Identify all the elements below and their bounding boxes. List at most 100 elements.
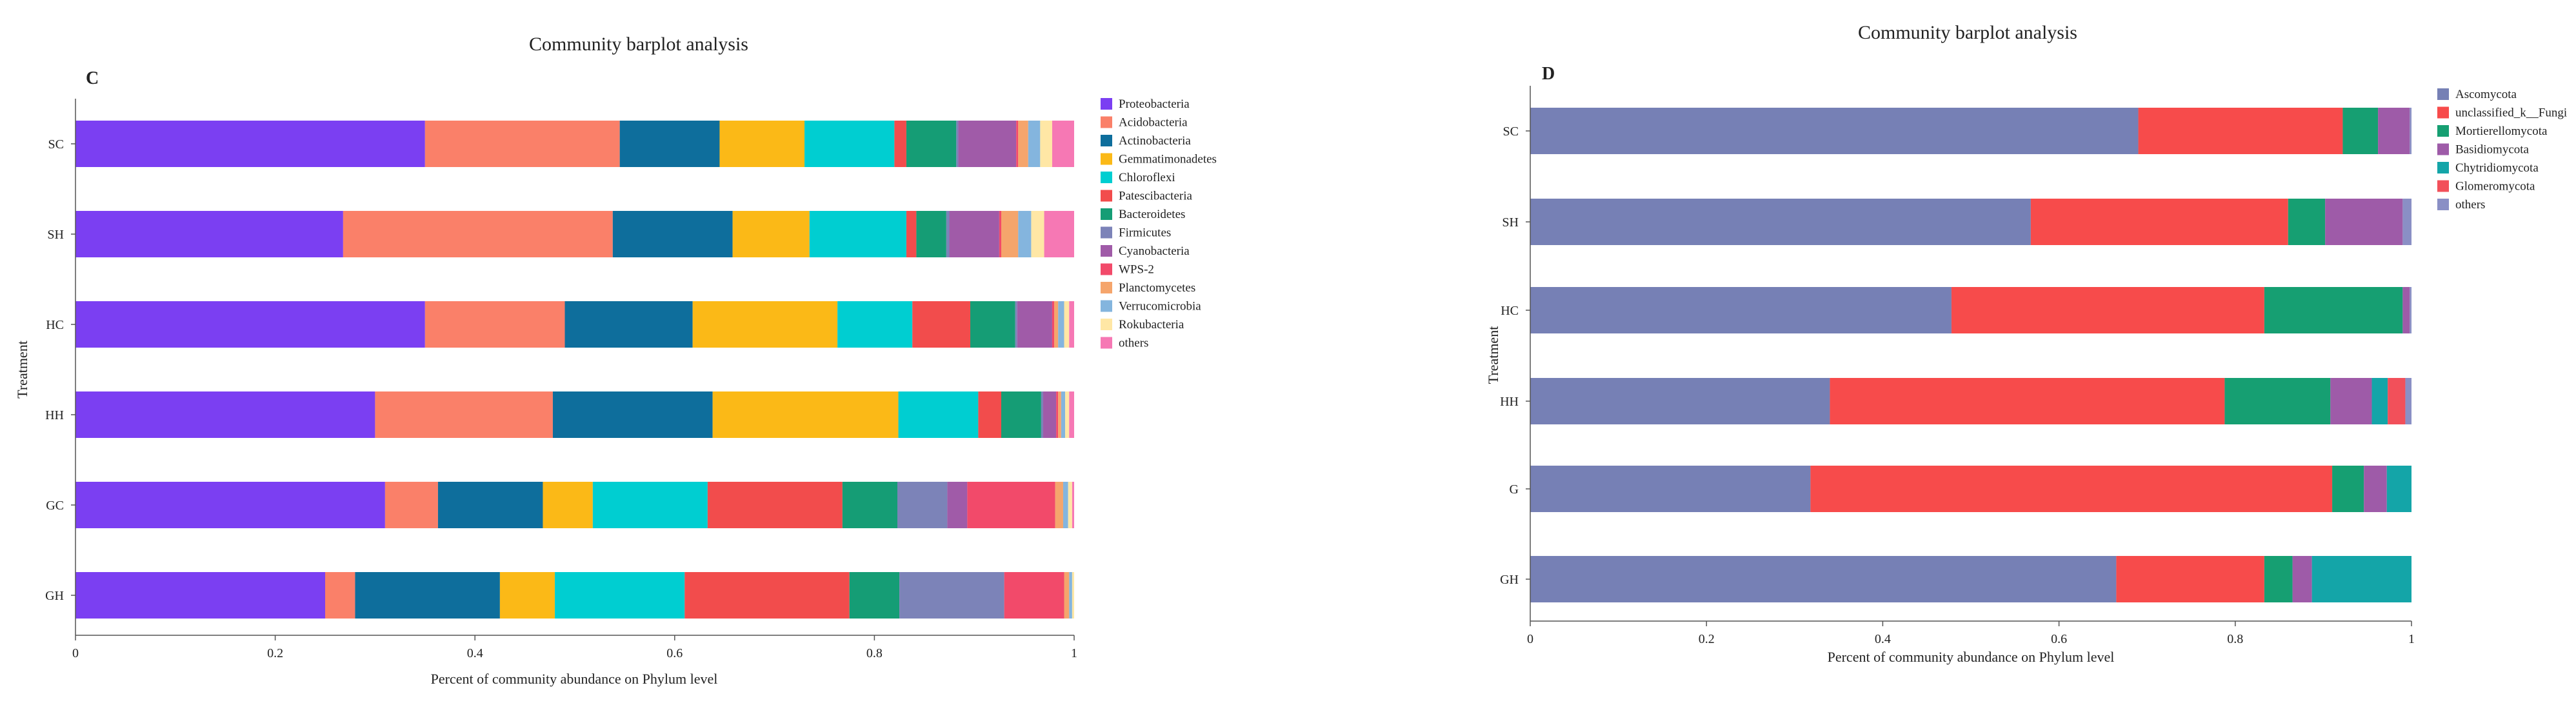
bar-row-hc (75, 301, 1074, 348)
x-tick-label: 0.6 (666, 646, 683, 660)
bar-segment-sh-bacteroidetes (916, 211, 946, 257)
bar-segment-hc-basidiomycota (2402, 287, 2410, 333)
bar-segment-sc-patescibacteria (894, 121, 906, 167)
bar-segment-hc-proteobacteria (75, 301, 425, 348)
x-axis-label: Percent of community abundance on Phylum… (1828, 649, 2115, 665)
legend-item-gemmatimonadetes: Gemmatimonadetes (1101, 153, 1217, 166)
bar-segment-sh-unclassified-k-fungi (2030, 199, 2288, 245)
bar-segment-hc-acidobacteria (424, 301, 565, 348)
bar-segment-gc-chloroflexi (592, 482, 708, 528)
legend-swatch (2437, 106, 2449, 119)
legend-swatch (1101, 319, 1112, 330)
legend-label: Verrucomicrobia (1119, 300, 1201, 313)
legend: Ascomycota unclassified_k__Fungi Mortierel… (2437, 88, 2567, 212)
bar-segment-gh-basidiomycota (2292, 556, 2312, 602)
legend-label: Glomeromycota (2455, 180, 2535, 193)
bar-segment-sc-wps-2 (1016, 121, 1019, 167)
legend-swatch (1101, 172, 1112, 183)
bar-segment-sh-proteobacteria (75, 211, 343, 257)
bar-segment-g-unclassified-k-fungi (1810, 466, 2333, 512)
legend-item-unclassified-k-fungi: unclassified_k__Fungi (2437, 106, 2567, 120)
bar-segment-hh-actinobacteria (552, 391, 713, 438)
bar-segment-hc-verrucomicrobia (1058, 301, 1064, 348)
bar-segment-sc-mortierellomycota (2342, 108, 2379, 154)
bar-segment-g-ascomycota (1530, 466, 1811, 512)
chart-panel-d: Community barplot analysis D SC SH HC HH G GH 0 0… (1485, 22, 2567, 665)
bar-segment-sc-bacteroidetes (906, 121, 957, 167)
bar-segment-sh-planctomycetes (1001, 211, 1019, 257)
legend-swatch (1101, 116, 1112, 128)
y-axis-label: Treatment (14, 341, 30, 399)
bar-segment-hc-firmicutes (1015, 301, 1017, 348)
bar-segment-gc-verrucomicrobia (1063, 482, 1068, 528)
legend-label: Actinobacteria (1119, 134, 1191, 148)
bar-segment-gh-gemmatimonadetes (499, 572, 555, 619)
chart-title: Community barplot analysis (1858, 22, 2077, 43)
legend-label: Mortierellomycota (2455, 124, 2548, 138)
y-tick-label: GH (45, 589, 64, 603)
bar-segment-sh-actinobacteria (612, 211, 733, 257)
bar-segment-sc-proteobacteria (75, 121, 425, 167)
legend-swatch (1101, 98, 1112, 110)
bar-segment-sc-rokubacteria (1040, 121, 1052, 167)
legend-label: Proteobacteria (1119, 97, 1190, 111)
x-tick-label: 0 (72, 646, 79, 660)
legend-label: Rokubacteria (1119, 318, 1184, 332)
x-tick-label: 0.4 (1875, 632, 1891, 646)
legend-swatch (1101, 135, 1112, 146)
bar-segment-sc-planctomycetes (1018, 121, 1028, 167)
bar-row-gh (1530, 556, 2411, 602)
bar-segment-hh-unclassified-k-fungi (1830, 378, 2225, 424)
legend-swatch (2437, 162, 2449, 173)
bar-segment-gh-chytridiomycota (2311, 556, 2411, 602)
bar-segment-gc-bacteroidetes (842, 482, 898, 528)
bar-segment-sh-rokubacteria (1031, 211, 1044, 257)
bar-segment-gh-unclassified-k-fungi (2116, 556, 2264, 602)
bar-segment-g-basidiomycota (2364, 466, 2387, 512)
legend-item-firmicutes: Firmicutes (1101, 226, 1171, 240)
legend-item-basidiomycota: Basidiomycota (2437, 143, 2530, 157)
bar-segment-gc-proteobacteria (75, 482, 385, 528)
bar-segment-hh-ascomycota (1530, 378, 1830, 424)
x-tick-label: 0.8 (866, 646, 883, 660)
bar-segment-hh-bacteroidetes (1001, 391, 1041, 438)
legend-item-acidobacteria: Acidobacteria (1101, 116, 1188, 130)
legend-item-wps-2: WPS-2 (1101, 263, 1154, 277)
legend-label: WPS-2 (1119, 263, 1154, 277)
bar-segment-hc-patescibacteria (912, 301, 971, 348)
bar-segment-hc-others (2410, 287, 2411, 333)
bar-segment-hc-planctomycetes (1054, 301, 1059, 348)
legend-item-cyanobacteria: Cyanobacteria (1101, 244, 1190, 258)
legend-label: Gemmatimonadetes (1119, 153, 1217, 166)
y-tick-label: GH (1500, 573, 1519, 587)
legend-swatch (1101, 282, 1112, 293)
y-tick-label: SH (1502, 215, 1519, 230)
x-tick-label: 0.2 (1699, 632, 1715, 646)
legend-item-chloroflexi: Chloroflexi (1101, 171, 1175, 184)
bar-segment-sh-cyanobacteria (949, 211, 999, 257)
bar-row-sh (1530, 199, 2411, 245)
x-tick-label: 1 (1071, 646, 1077, 660)
x-tick-label: 1 (2408, 632, 2415, 646)
bar-segment-sc-gemmatimonadetes (719, 121, 805, 167)
bar-segment-sh-gemmatimonadetes (732, 211, 810, 257)
bar-segment-gh-bacteroidetes (849, 572, 900, 619)
y-tick-label: HH (45, 408, 64, 422)
y-tick-label: SC (1503, 124, 1519, 139)
legend-swatch (2437, 180, 2449, 192)
bar-segment-gc-patescibacteria (707, 482, 843, 528)
bar-segment-hh-planctomycetes (1058, 391, 1061, 438)
bar-row-sh (75, 211, 1074, 257)
bar-segment-gc-firmicutes (897, 482, 948, 528)
bar-segment-hc-gemmatimonadetes (692, 301, 838, 348)
legend-item-proteobacteria: Proteobacteria (1101, 97, 1190, 111)
bar-row-hh (1530, 378, 2411, 424)
legend-item-patescibacteria: Patescibacteria (1101, 190, 1193, 203)
bar-segment-g-chytridiomycota (2386, 466, 2411, 512)
bar-segment-hh-proteobacteria (75, 391, 375, 438)
panel-label: C (86, 68, 99, 88)
legend-label: Chytridiomycota (2455, 161, 2539, 175)
legend-label: others (2455, 198, 2485, 212)
legend-item-others: others (2437, 198, 2485, 212)
bar-segment-sh-others (2402, 199, 2411, 245)
